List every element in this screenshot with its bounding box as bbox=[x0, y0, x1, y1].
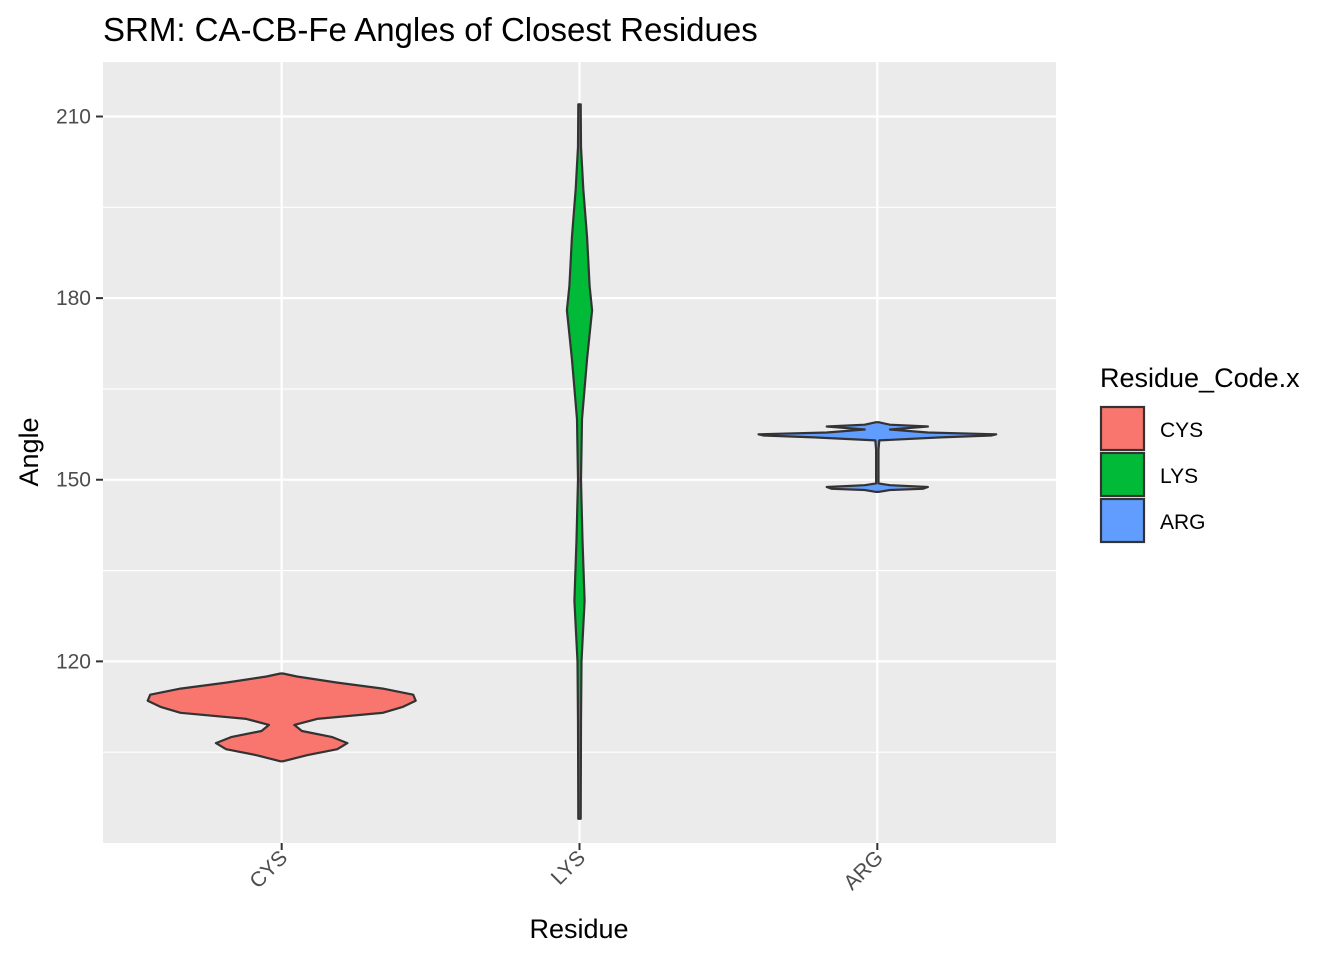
y-axis: 120 150 180 210 bbox=[56, 105, 103, 673]
legend-key-lys bbox=[1099, 451, 1146, 498]
x-axis: CYS LYS ARG bbox=[245, 843, 888, 895]
legend-items: CYS LYS ARG bbox=[1099, 405, 1206, 544]
legend-key-cys bbox=[1099, 405, 1146, 452]
y-tick-label: 210 bbox=[56, 105, 91, 128]
legend-label-lys: LYS bbox=[1160, 465, 1198, 488]
y-tick-label: 150 bbox=[56, 469, 91, 492]
x-tick-label: CYS bbox=[245, 846, 292, 893]
legend-label-cys: CYS bbox=[1160, 419, 1203, 442]
legend-title: Residue_Code.x bbox=[1100, 363, 1300, 393]
x-tick-label: ARG bbox=[839, 846, 887, 894]
y-tick-label: 180 bbox=[56, 287, 91, 310]
violin-cys bbox=[146, 672, 417, 763]
violin-lys bbox=[565, 103, 594, 820]
y-axis-title: Angle bbox=[14, 417, 44, 486]
legend-key-arg bbox=[1099, 497, 1146, 544]
x-axis-title: Residue bbox=[529, 914, 628, 944]
violin-arg bbox=[757, 421, 998, 493]
legend: Residue_Code.x CYS LYS ARG bbox=[1099, 363, 1300, 544]
x-tick-label: LYS bbox=[547, 846, 590, 889]
legend-label-arg: ARG bbox=[1160, 511, 1206, 534]
violin-series bbox=[146, 103, 998, 820]
y-tick-label: 120 bbox=[56, 650, 91, 673]
chart-title: SRM: CA-CB-Fe Angles of Closest Residues bbox=[103, 11, 758, 48]
